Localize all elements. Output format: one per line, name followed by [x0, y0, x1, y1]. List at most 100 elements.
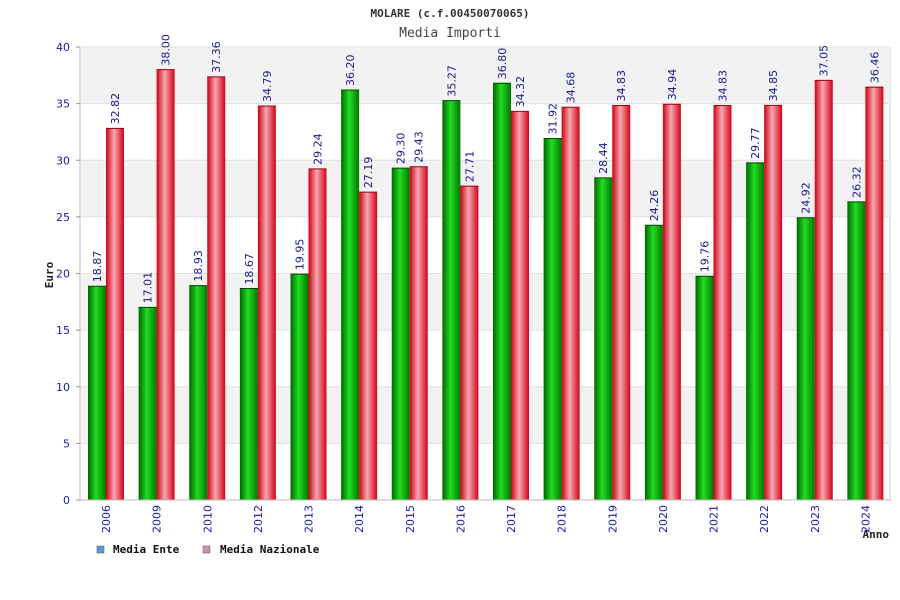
y-axis: 0 5 10 15 20 25 30 35 40	[56, 41, 81, 507]
bar-media-nazionale-2018	[561, 107, 580, 501]
legend-label-media-nazionale: Media Nazionale	[220, 543, 320, 556]
x-tick-label-2014: 2014	[353, 505, 366, 533]
legend-swatch-media-ente	[96, 545, 105, 554]
data-label-media-ente-2024: 26.32	[850, 166, 863, 198]
bar-media-ente-2012	[239, 288, 258, 500]
data-label-media-ente-2022: 29.77	[749, 127, 762, 159]
y-tick-label: 25	[56, 211, 70, 224]
x-tick-label-2013: 2013	[303, 505, 316, 533]
bar-media-ente-2009	[138, 307, 157, 500]
x-tick-label-2015: 2015	[404, 505, 417, 533]
x-tick-label-2022: 2022	[758, 505, 771, 533]
x-tick-label-2019: 2019	[606, 505, 619, 533]
x-axis: 2006 2009 2010 2012 2013 2014 2015 2016 2017 2018…	[80, 499, 890, 533]
x-tick-label-2006: 2006	[100, 505, 113, 533]
bar-media-ente-2010	[189, 285, 208, 500]
x-tick-label-2016: 2016	[454, 505, 467, 533]
data-label-media-nazionale-2023: 37.05	[818, 45, 831, 77]
data-label-media-ente-2019: 28.44	[597, 142, 610, 174]
data-label-media-ente-2020: 24.26	[648, 190, 661, 222]
legend-swatch-media-nazionale	[202, 545, 211, 554]
bar-media-nazionale-2019	[612, 105, 631, 501]
y-axis-label: Euro	[43, 261, 56, 288]
bar-media-nazionale-2021	[713, 105, 732, 501]
data-label-media-ente-2023: 24.92	[800, 182, 813, 214]
data-label-media-ente-2013: 19.95	[294, 239, 307, 271]
bar-media-nazionale-2022	[764, 105, 783, 500]
data-label-media-nazionale-2022: 34.85	[767, 70, 780, 102]
bar-media-nazionale-2010	[207, 76, 226, 500]
data-label-media-nazionale-2017: 34.32	[514, 76, 527, 108]
y-tick-label: 20	[56, 268, 70, 281]
x-tick-label-2020: 2020	[657, 505, 670, 533]
bar-media-ente-2014	[341, 90, 360, 500]
legend-label-media-ente: Media Ente	[113, 543, 180, 556]
bar-media-ente-2006	[88, 286, 106, 500]
bar-media-ente-2015	[391, 168, 410, 501]
data-label-media-ente-2016: 35.27	[445, 65, 458, 97]
y-tick-label: 0	[63, 494, 70, 507]
x-tick-label-2023: 2023	[809, 505, 822, 533]
x-axis-label: Anno	[863, 528, 890, 541]
data-label-media-ente-2012: 18.67	[243, 253, 256, 285]
x-tick-label-2021: 2021	[708, 505, 721, 533]
data-label-media-ente-2017: 36.80	[496, 48, 509, 80]
bar-media-ente-2013	[290, 274, 309, 500]
bar-media-ente-2023	[796, 217, 815, 500]
bar-media-ente-2016	[442, 100, 461, 500]
y-tick-label: 40	[56, 41, 70, 54]
bar-media-nazionale-2013	[308, 168, 327, 500]
data-label-media-ente-2018: 31.92	[547, 103, 560, 135]
x-tick-label-2012: 2012	[252, 505, 265, 533]
chart-subtitle: Media Importi	[399, 26, 501, 41]
data-label-media-ente-2009: 17.01	[142, 272, 155, 304]
data-label-media-nazionale-2019: 34.83	[615, 70, 628, 102]
bars: 18.87 32.82 17.01 38.00 18.93 37.36 18.67 34.79…	[88, 34, 884, 501]
legend: Media Ente Media Nazionale	[96, 543, 320, 556]
bar-media-nazionale-2023	[814, 80, 833, 500]
bar-media-nazionale-2009	[156, 69, 175, 501]
x-tick-label-2018: 2018	[556, 505, 569, 533]
y-tick-label: 15	[56, 324, 70, 337]
x-tick-label-2009: 2009	[151, 505, 164, 533]
data-label-media-ente-2021: 19.76	[699, 241, 712, 273]
bar-media-nazionale-2006	[106, 128, 124, 500]
bar-media-nazionale-2012	[257, 106, 276, 501]
data-label-media-ente-2010: 18.93	[192, 250, 205, 282]
y-tick-label: 30	[56, 154, 70, 167]
data-label-media-nazionale-2024: 36.46	[868, 52, 881, 84]
y-tick-label: 35	[56, 98, 70, 111]
bar-media-ente-2017	[493, 83, 511, 501]
data-label-media-nazionale-2014: 27.19	[362, 157, 375, 189]
data-label-media-nazionale-2006: 32.82	[109, 93, 122, 125]
x-tick-label-2024: 2024	[859, 505, 872, 533]
bar-media-ente-2020	[644, 225, 663, 500]
data-label-media-nazionale-2009: 38.00	[160, 34, 173, 66]
data-label-media-nazionale-2020: 34.94	[666, 69, 679, 101]
data-label-media-nazionale-2013: 29.24	[312, 133, 325, 165]
bar-media-ente-2019	[594, 177, 613, 501]
bar-media-nazionale-2014	[359, 192, 378, 501]
y-tick-label: 10	[56, 381, 70, 394]
bar-media-ente-2024	[847, 201, 866, 500]
data-label-media-nazionale-2018: 34.68	[565, 72, 578, 104]
data-label-media-nazionale-2010: 37.36	[210, 41, 223, 73]
x-tick-label-2017: 2017	[505, 505, 518, 533]
y-tick-label: 5	[63, 437, 70, 450]
data-label-media-nazionale-2016: 27.71	[463, 151, 476, 183]
data-label-media-nazionale-2021: 34.83	[717, 70, 730, 102]
bar-media-ente-2018	[543, 138, 562, 501]
data-label-media-nazionale-2012: 34.79	[261, 71, 274, 103]
data-label-media-ente-2015: 29.30	[395, 133, 408, 165]
data-label-media-ente-2014: 36.20	[344, 55, 357, 87]
bar-media-ente-2022	[746, 162, 765, 501]
bar-media-nazionale-2016	[460, 186, 479, 500]
bar-media-nazionale-2017	[511, 111, 529, 501]
chart-title: MOLARE (c.f.00450070065)	[371, 7, 530, 20]
bar-media-nazionale-2020	[662, 104, 681, 500]
bar-media-ente-2021	[695, 276, 714, 500]
x-tick-label-2010: 2010	[201, 505, 214, 533]
bar-media-nazionale-2024	[865, 87, 884, 500]
data-label-media-ente-2006: 18.87	[91, 251, 104, 283]
